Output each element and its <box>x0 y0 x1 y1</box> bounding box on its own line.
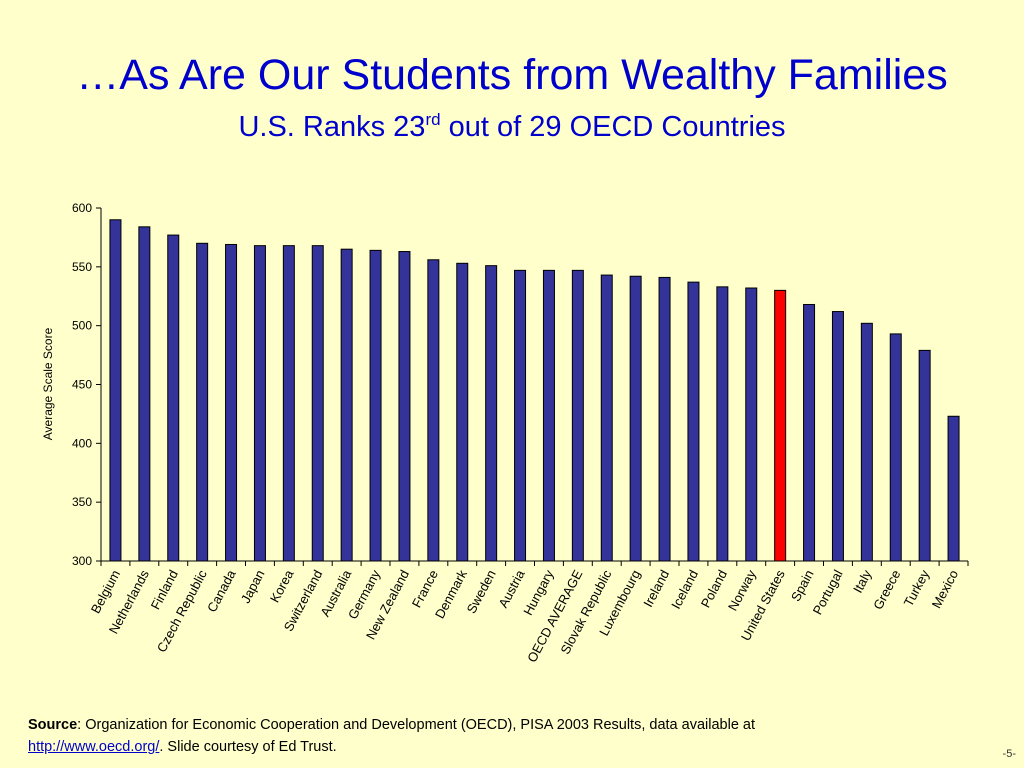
subtitle-text: U.S. Ranks 23 <box>238 111 426 143</box>
slide-subtitle: U.S. Ranks 23rd out of 29 OECD Countries <box>0 110 1024 144</box>
subtitle-superscript: rd <box>425 110 441 129</box>
source-text: : Organization for Economic Cooperation … <box>77 717 756 733</box>
bar <box>340 248 353 562</box>
y-tick-label: 600 <box>72 201 92 215</box>
bar <box>485 265 498 562</box>
y-tick-label: 300 <box>72 554 92 568</box>
bar <box>803 303 816 562</box>
bar <box>196 242 209 562</box>
y-tick-label: 450 <box>72 378 92 392</box>
x-tick-label: Turkey <box>901 567 933 609</box>
page-number: -5- <box>1002 748 1016 760</box>
bar <box>831 311 844 562</box>
x-tick-label: Ireland <box>640 567 672 609</box>
bar <box>571 269 584 562</box>
bar <box>889 333 902 562</box>
y-axis: 300 350 400 450 500 550 600 <box>72 201 969 568</box>
x-tick-label: Mexico <box>929 567 962 610</box>
x-tick-label: Canada <box>204 567 239 615</box>
bar <box>514 269 527 562</box>
bar <box>918 349 931 562</box>
slide-title: …As Are Our Students from Wealthy Famili… <box>76 51 948 99</box>
y-tick-label: 400 <box>72 436 92 450</box>
bar <box>658 276 671 562</box>
bar <box>774 289 787 562</box>
x-tick-label: Spain <box>788 567 817 603</box>
bar <box>311 245 324 562</box>
x-tick-label: Korea <box>267 567 297 605</box>
bar <box>138 226 151 562</box>
source-tail: . Slide courtesy of Ed Trust. <box>159 739 337 755</box>
y-tick-label: 350 <box>72 495 92 509</box>
y-tick-label: 550 <box>72 260 92 274</box>
bar <box>542 269 555 562</box>
subtitle-text-end: out of 29 OECD Countries <box>440 111 786 143</box>
source-note: Source: Organization for Economic Cooper… <box>28 714 928 758</box>
x-tick-label: France <box>409 567 441 610</box>
bar <box>427 259 440 562</box>
bar <box>225 243 238 562</box>
bar <box>947 415 960 562</box>
y-tick-label: 500 <box>72 319 92 333</box>
x-tick-label: Iceland <box>668 567 701 611</box>
bar <box>687 281 700 562</box>
bar <box>109 219 122 562</box>
y-axis-label: Average Scale Score <box>41 327 55 440</box>
bar <box>282 245 295 562</box>
x-tick-label: Poland <box>698 567 730 610</box>
bars <box>109 219 960 562</box>
bar <box>745 287 758 562</box>
bar <box>600 274 613 562</box>
source-link[interactable]: http://www.oecd.org/ <box>28 739 160 755</box>
bar <box>716 286 729 562</box>
bar <box>629 275 642 562</box>
bar <box>167 234 180 562</box>
bar <box>369 249 382 562</box>
x-tick-label: Italy <box>850 567 875 596</box>
bar <box>860 322 873 562</box>
bar <box>398 251 411 562</box>
bar <box>253 245 266 562</box>
bar <box>456 262 469 562</box>
source-label: Source <box>28 717 78 733</box>
bar-chart: 300 350 400 450 500 550 600 BelgiumNetherlands… <box>41 201 969 665</box>
x-tick-label: Japan <box>238 567 268 605</box>
x-tick-label: Greece <box>870 567 903 612</box>
